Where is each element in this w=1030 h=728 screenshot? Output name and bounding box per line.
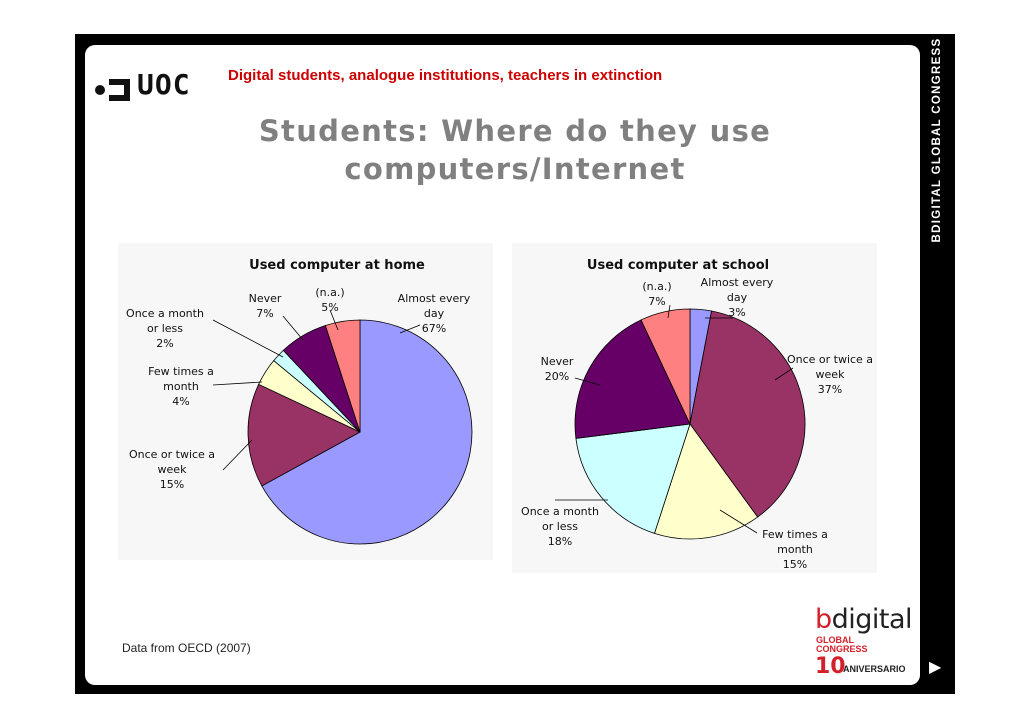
leader-line-1-5 [667,304,671,319]
leader-line-1-2 [719,509,758,534]
bdigital-logo-anniversary: ANIVERSARIO [843,664,906,674]
bdigital-logo-rest: digital [831,604,913,635]
bdigital-logo-number: 10 [815,654,846,679]
uoc-logo: UOC [137,68,191,101]
leader-line-1-1 [774,367,794,381]
pie-slice-1-5 [640,308,691,425]
pie-slice-0-0 [261,319,473,545]
pie-slice-1-3 [575,423,691,534]
bdigital-logo-b: b [815,604,832,635]
slice-label-1-3: Once a month or less 18% [521,505,599,548]
leader-line-0-2 [212,381,263,386]
slide-title: Students: Where do they use computers/In… [258,114,772,186]
slice-label-0-2: Few times a month 4% [148,365,214,408]
slice-label-0-5: (n.a.) 5% [315,286,344,314]
sidebar [922,45,952,685]
slice-label-0-0: Almost every day 67% [398,292,471,335]
bdigital-logo-line1: GLOBAL [816,635,854,645]
pie-slice-1-4 [574,319,691,439]
slice-label-1-5: (n.a.) 7% [642,280,671,308]
uoc-logo-icon [95,79,130,101]
slice-label-0-3: Once a month or less 2% [126,307,204,350]
chart-title-1: Used computer at school [587,258,769,273]
leader-line-0-5 [329,309,339,331]
slice-label-0-1: Once or twice a week 15% [129,448,215,491]
bdigital-logo-line2: CONGRESS [816,644,868,654]
pie-slice-0-1 [247,383,361,487]
chart-title-0: Used computer at home [249,258,425,273]
slice-label-1-2: Few times a month 15% [762,528,828,571]
slice-label-1-1: Once or twice a week 37% [787,353,873,396]
slice-label-0-4: Never 7% [249,292,282,320]
pie-slice-0-5 [324,319,361,433]
leader-line-0-3 [212,319,284,358]
leader-line-0-0 [399,324,421,334]
pie-slice-1-2 [653,423,759,540]
bdigital-logo-subtitle: GLOBAL CONGRESS [816,636,868,654]
pie-slice-1-1 [689,310,806,518]
next-slide-icon[interactable]: ▶ [929,659,942,676]
slice-label-1-4: Never 20% [541,355,574,383]
leader-line-0-1 [222,439,253,471]
leader-line-0-4 [282,315,304,341]
bdigital-logo: bdigital [815,604,913,635]
data-source-note: Data from OECD (2007) [122,641,251,655]
leader-line-1-4 [574,377,601,386]
slide-subtitle: Digital students, analogue institutions,… [228,67,663,84]
slice-label-1-0: Almost every day 3% [701,276,774,319]
